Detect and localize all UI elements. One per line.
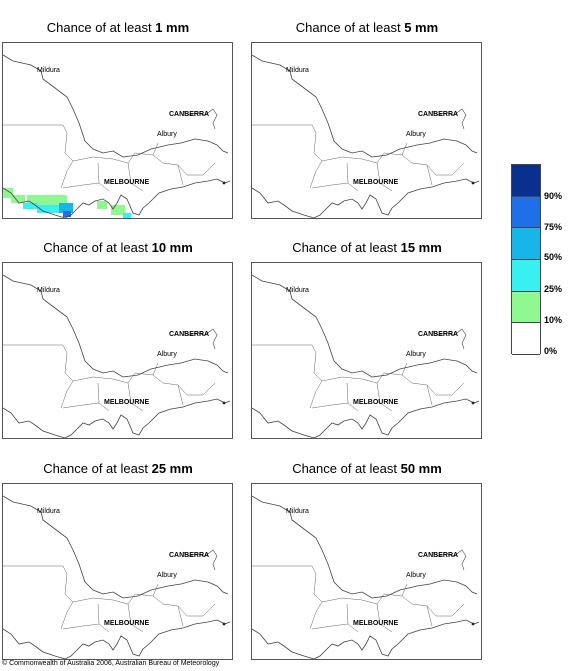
city-label-mildura: Mildura	[37, 508, 60, 515]
victoria-map: Mildura CANBERRA Albury MELBOURNE	[251, 483, 482, 660]
map-outline	[252, 54, 480, 218]
city-label-melbourne: MELBOURNE	[104, 620, 150, 627]
legend-label-90: 90%	[544, 191, 563, 201]
panel-title: Chance of at least 25 mm	[2, 461, 234, 476]
city-label-canberra: CANBERRA	[169, 552, 210, 559]
city-label-albury: Albury	[406, 131, 426, 138]
panel-title: Chance of at least 10 mm	[2, 240, 234, 255]
panel-title-amount: 15 mm	[400, 240, 442, 255]
panel-title-amount: 5 mm	[404, 20, 439, 35]
panel-title-prefix: Chance of at least	[295, 20, 401, 35]
city-label-albury: Albury	[157, 351, 177, 358]
panel-title: Chance of at least 15 mm	[251, 240, 483, 255]
victoria-map: Mildura CANBERRA Albury MELBOURNE	[2, 42, 233, 219]
city-label-canberra: CANBERRA	[169, 331, 210, 338]
city-label-mildura: Mildura	[286, 67, 309, 74]
city-label-albury: Albury	[157, 572, 177, 579]
city-label-melbourne: MELBOURNE	[104, 399, 150, 406]
victoria-map: Mildura CANBERRA Albury MELBOURNE	[251, 42, 482, 219]
city-label-canberra: CANBERRA	[418, 111, 459, 118]
panel-title: Chance of at least 5 mm	[251, 20, 483, 35]
panel-title-prefix: Chance of at least	[292, 240, 397, 255]
legend-color-cell	[512, 291, 540, 324]
panel-title-prefix: Chance of at least	[43, 240, 148, 255]
city-label-melbourne: MELBOURNE	[353, 179, 399, 186]
map-outline	[3, 54, 231, 218]
panel-title-amount: 1 mm	[155, 20, 190, 35]
victoria-map: Mildura CANBERRA Albury MELBOURNE	[2, 483, 233, 660]
legend-label-0: 0%	[544, 346, 558, 356]
city-label-canberra: CANBERRA	[169, 111, 210, 118]
legend-color-bar	[511, 164, 541, 355]
panel-title-prefix: Chance of at least	[46, 20, 152, 35]
victoria-map: Mildura CANBERRA Albury MELBOURNE	[2, 262, 233, 439]
city-label-albury: Albury	[406, 351, 426, 358]
map-outline	[3, 274, 231, 438]
panel-title: Chance of at least 1 mm	[2, 20, 234, 35]
map-outline	[252, 495, 480, 659]
city-label-albury: Albury	[406, 572, 426, 579]
city-label-albury: Albury	[157, 131, 177, 138]
legend-color-cell	[512, 228, 540, 260]
panel-title-amount: 10 mm	[151, 240, 193, 255]
panel-title-prefix: Chance of at least	[43, 461, 148, 476]
copyright-notice: © Commonwealth of Australia 2006, Austra…	[2, 660, 220, 667]
map-outline	[3, 495, 231, 659]
legend-label-25: 25%	[544, 284, 563, 294]
city-label-mildura: Mildura	[286, 508, 309, 515]
panel-title: Chance of at least 50 mm	[251, 461, 483, 476]
city-label-melbourne: MELBOURNE	[353, 399, 399, 406]
legend-color-cell	[512, 196, 540, 229]
legend-label-10: 10%	[544, 315, 563, 325]
city-label-mildura: Mildura	[286, 287, 309, 294]
panel-title-prefix: Chance of at least	[292, 461, 397, 476]
legend-label-75: 75%	[544, 222, 563, 232]
panel-title-amount: 25 mm	[151, 461, 193, 476]
probability-legend: 90% 75% 50% 25% 10% 0%	[511, 164, 570, 356]
panel-title-amount: 50 mm	[400, 461, 442, 476]
city-label-mildura: Mildura	[37, 67, 60, 74]
legend-label-50: 50%	[544, 252, 563, 262]
city-label-mildura: Mildura	[37, 287, 60, 294]
legend-color-cell	[512, 165, 540, 197]
city-label-canberra: CANBERRA	[418, 552, 459, 559]
victoria-map: Mildura CANBERRA Albury MELBOURNE	[251, 262, 482, 439]
legend-color-cell	[512, 323, 540, 355]
city-label-melbourne: MELBOURNE	[104, 179, 150, 186]
city-label-canberra: CANBERRA	[418, 331, 459, 338]
city-label-melbourne: MELBOURNE	[353, 620, 399, 627]
map-outline	[252, 274, 480, 438]
legend-color-cell	[512, 260, 540, 292]
